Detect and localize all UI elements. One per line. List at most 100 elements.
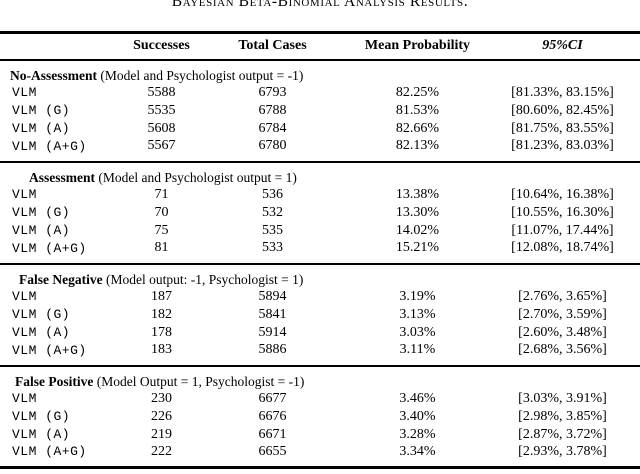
successes-cell: 183 bbox=[151, 342, 172, 357]
model-cell: VLM (A) bbox=[12, 325, 71, 340]
ci-cell: [2.76%, 3.65%] bbox=[518, 288, 607, 304]
successes-cell: 230 bbox=[151, 390, 172, 406]
total-cases-cell: 535 bbox=[262, 222, 283, 238]
table-row: VLM (A+G) 222 6655 3.34% [2.93%, 3.78%] bbox=[0, 444, 640, 468]
mean-probability-cell: 82.25% bbox=[395, 84, 440, 100]
total-cases-cell: 6784 bbox=[258, 120, 287, 136]
mean-probability-cell: 3.40% bbox=[399, 408, 436, 424]
table-row: VLM 71 536 13.38% [10.64%, 16.38%] bbox=[0, 186, 640, 204]
successes-cell: 5567 bbox=[147, 138, 176, 153]
model-cell: VLM (G) bbox=[12, 307, 71, 322]
table-row: VLM (G) 70 532 13.30% [10.55%, 16.30%] bbox=[0, 204, 640, 222]
mean-probability-cell: 15.21% bbox=[395, 240, 440, 255]
col-header-empty bbox=[0, 33, 118, 60]
ci-cell: [10.64%, 16.38%] bbox=[511, 186, 614, 202]
results-table: Successes Total Cases Mean Probability 9… bbox=[0, 31, 640, 469]
model-cell: VLM bbox=[12, 289, 37, 304]
table-row: VLM (A) 219 6671 3.28% [2.87%, 3.72%] bbox=[0, 426, 640, 444]
total-cases-cell: 6788 bbox=[258, 102, 287, 118]
section-no-assessment: No-Assessment (Model and Psychologist ou… bbox=[0, 60, 640, 162]
section-header: Assessment (Model and Psychologist outpu… bbox=[0, 162, 640, 186]
ci-cell: [2.60%, 3.48%] bbox=[518, 324, 607, 340]
section-condition: (Model Output = 1, Psychologist = -1) bbox=[96, 373, 305, 389]
table-row: VLM (A) 178 5914 3.03% [2.60%, 3.48%] bbox=[0, 324, 640, 342]
total-cases-cell: 6655 bbox=[258, 443, 287, 459]
successes-cell: 222 bbox=[151, 443, 172, 459]
ci-cell: [2.68%, 3.56%] bbox=[518, 342, 607, 357]
section-name: No-Assessment bbox=[10, 67, 97, 83]
table-row: VLM (A+G) 5567 6780 82.13% [81.23%, 83.0… bbox=[0, 138, 640, 162]
total-cases-cell: 532 bbox=[262, 204, 283, 220]
successes-cell: 178 bbox=[151, 324, 172, 340]
ci-cell: [2.93%, 3.78%] bbox=[518, 443, 607, 459]
table-title: Bayesian Beta-Binomial Analysis Results. bbox=[171, 0, 469, 10]
mean-probability-cell: 3.34% bbox=[399, 443, 436, 459]
mean-probability-cell: 3.11% bbox=[399, 342, 436, 357]
section-header: No-Assessment (Model and Psychologist ou… bbox=[0, 60, 640, 84]
total-cases-cell: 6676 bbox=[258, 408, 287, 424]
model-cell: VLM (G) bbox=[12, 205, 71, 220]
col-header-total-cases: Total Cases bbox=[238, 38, 307, 54]
total-cases-cell: 6780 bbox=[258, 138, 287, 153]
total-cases-cell: 533 bbox=[262, 240, 283, 255]
table-row: VLM (G) 226 6676 3.40% [2.98%, 3.85%] bbox=[0, 408, 640, 426]
section-name: False Negative bbox=[19, 271, 103, 287]
table-row: VLM 187 5894 3.19% [2.76%, 3.65%] bbox=[0, 288, 640, 306]
section-name: Assessment bbox=[29, 169, 95, 185]
mean-probability-cell: 3.46% bbox=[399, 390, 436, 406]
model-cell: VLM bbox=[12, 85, 37, 100]
model-cell: VLM (A) bbox=[12, 427, 71, 442]
section-condition: (Model output: -1, Psychologist = 1) bbox=[105, 271, 304, 287]
section-header: False Positive (Model Output = 1, Psycho… bbox=[0, 366, 640, 390]
section-header: False Negative (Model output: -1, Psycho… bbox=[0, 264, 640, 288]
ci-cell: [2.98%, 3.85%] bbox=[518, 408, 607, 424]
mean-probability-cell: 81.53% bbox=[395, 102, 440, 118]
total-cases-cell: 5894 bbox=[258, 288, 287, 304]
total-cases-cell: 6793 bbox=[258, 84, 287, 100]
col-header-mean-probability: Mean Probability bbox=[364, 38, 471, 54]
section-name: False Positive bbox=[15, 373, 94, 389]
table-row: VLM 5588 6793 82.25% [81.33%, 83.15%] bbox=[0, 84, 640, 102]
ci-cell: [10.55%, 16.30%] bbox=[511, 204, 614, 220]
mean-probability-cell: 3.28% bbox=[399, 426, 436, 442]
total-cases-cell: 5841 bbox=[258, 306, 287, 322]
total-cases-cell: 6677 bbox=[258, 390, 287, 406]
model-cell: VLM bbox=[12, 391, 37, 406]
model-cell: VLM (A+G) bbox=[12, 342, 87, 358]
model-cell: VLM (A) bbox=[12, 223, 71, 238]
successes-cell: 182 bbox=[151, 306, 172, 322]
section-condition: (Model and Psychologist output = -1) bbox=[100, 67, 304, 83]
ci-cell: [2.87%, 3.72%] bbox=[518, 426, 607, 442]
ci-cell: [12.08%, 18.74%] bbox=[511, 240, 614, 255]
ci-cell: [81.33%, 83.15%] bbox=[511, 84, 614, 100]
section-false-negative: False Negative (Model output: -1, Psycho… bbox=[0, 263, 640, 366]
ci-cell: [2.70%, 3.59%] bbox=[518, 306, 607, 322]
successes-cell: 219 bbox=[151, 426, 172, 442]
successes-cell: 226 bbox=[151, 408, 172, 424]
table-row: VLM (A) 5608 6784 82.66% [81.75%, 83.55%… bbox=[0, 120, 640, 138]
total-cases-cell: 6671 bbox=[258, 426, 287, 442]
successes-cell: 71 bbox=[154, 186, 169, 202]
successes-cell: 75 bbox=[154, 222, 169, 238]
successes-cell: 5535 bbox=[147, 102, 176, 118]
section-condition: (Model and Psychologist output = 1) bbox=[98, 169, 297, 185]
table-row: VLM (A+G) 81 533 15.21% [12.08%, 18.74%] bbox=[0, 240, 640, 264]
successes-cell: 70 bbox=[154, 204, 169, 220]
mean-probability-cell: 82.13% bbox=[395, 138, 440, 153]
table-row: VLM (G) 5535 6788 81.53% [80.60%, 82.45%… bbox=[0, 102, 640, 120]
ci-cell: [11.07%, 17.44%] bbox=[511, 222, 614, 238]
mean-probability-cell: 3.13% bbox=[399, 306, 436, 322]
section-assessment: Assessment (Model and Psychologist outpu… bbox=[0, 161, 640, 264]
model-cell: VLM bbox=[12, 187, 37, 202]
model-cell: VLM (A) bbox=[12, 121, 71, 136]
successes-cell: 5608 bbox=[147, 120, 176, 136]
successes-cell: 81 bbox=[154, 240, 169, 255]
total-cases-cell: 536 bbox=[262, 186, 283, 202]
mean-probability-cell: 3.03% bbox=[399, 324, 436, 340]
ci-cell: [81.75%, 83.55%] bbox=[511, 120, 614, 136]
mean-probability-cell: 14.02% bbox=[395, 222, 440, 238]
successes-cell: 5588 bbox=[147, 84, 176, 100]
model-cell: VLM (A+G) bbox=[12, 444, 87, 460]
col-header-successes: Successes bbox=[133, 38, 190, 54]
ci-cell: [3.03%, 3.91%] bbox=[518, 390, 607, 406]
